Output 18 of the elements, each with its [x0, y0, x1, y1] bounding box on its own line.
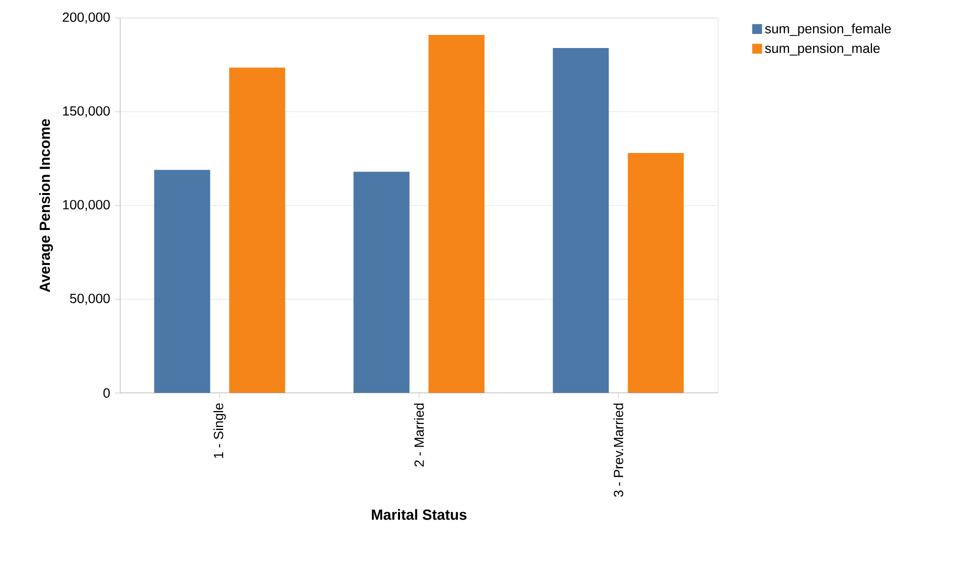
y-axis-title: Average Pension Income — [39, 119, 53, 292]
legend-label: sum_pension_male — [765, 43, 880, 56]
bar — [354, 172, 410, 393]
x-tick-label: 2 - Married — [414, 404, 424, 466]
bar — [229, 68, 286, 393]
x-tick-label: 1 - Single — [213, 403, 226, 458]
bar — [154, 170, 210, 393]
y-tick-label: 200,000 — [62, 12, 110, 24]
x-tick-label: 3 - Prev.Married — [613, 404, 624, 497]
legend-label: sum_pension_female — [765, 24, 891, 36]
bar — [428, 34, 485, 393]
y-tick-label: 0 — [103, 388, 110, 398]
y-tick-label: 100,000 — [63, 200, 110, 212]
y-tick-label: 50,000 — [70, 294, 110, 305]
bar — [628, 152, 684, 393]
bar — [552, 48, 609, 393]
x-axis-title: Marital Status — [372, 509, 466, 520]
y-tick-label: 150,000 — [63, 106, 110, 118]
